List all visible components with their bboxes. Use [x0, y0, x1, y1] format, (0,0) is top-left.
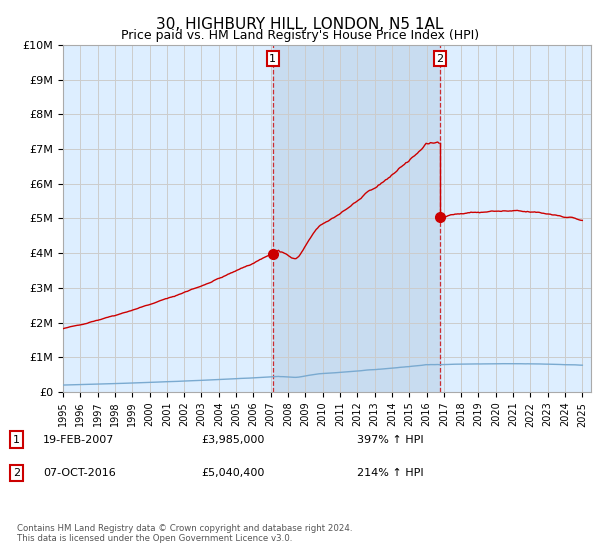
Text: Price paid vs. HM Land Registry's House Price Index (HPI): Price paid vs. HM Land Registry's House …	[121, 29, 479, 42]
Text: £5,040,400: £5,040,400	[201, 468, 265, 478]
Text: £3,985,000: £3,985,000	[201, 435, 265, 445]
Text: 30, HIGHBURY HILL, LONDON, N5 1AL: 30, HIGHBURY HILL, LONDON, N5 1AL	[157, 17, 443, 32]
Text: 1: 1	[13, 435, 20, 445]
Text: 19-FEB-2007: 19-FEB-2007	[43, 435, 115, 445]
Text: 214% ↑ HPI: 214% ↑ HPI	[357, 468, 424, 478]
Text: 2: 2	[13, 468, 20, 478]
Text: This data is licensed under the Open Government Licence v3.0.: This data is licensed under the Open Gov…	[17, 534, 292, 543]
Text: 2: 2	[436, 54, 443, 64]
Text: 397% ↑ HPI: 397% ↑ HPI	[357, 435, 424, 445]
Text: Contains HM Land Registry data © Crown copyright and database right 2024.: Contains HM Land Registry data © Crown c…	[17, 524, 352, 533]
Text: 07-OCT-2016: 07-OCT-2016	[43, 468, 116, 478]
Bar	[273, 45, 440, 392]
Text: 1: 1	[269, 54, 277, 64]
